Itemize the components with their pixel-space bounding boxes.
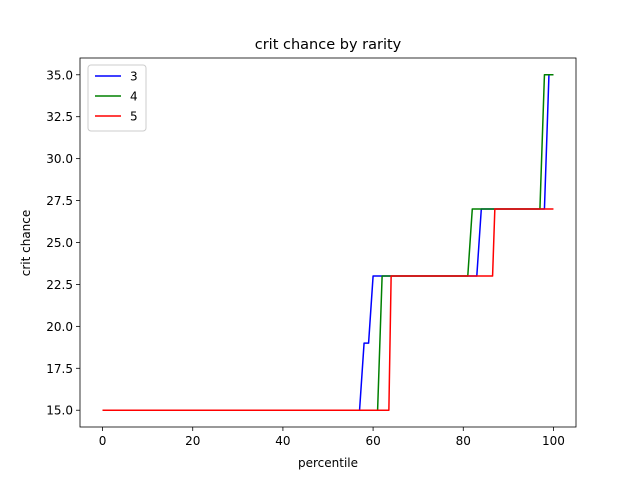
x-tick-label: 0 [99, 434, 107, 448]
chart-title: crit chance by rarity [255, 37, 402, 53]
x-tick-label: 40 [275, 434, 290, 448]
x-tick-label: 100 [542, 434, 565, 448]
legend-box [87, 64, 147, 132]
y-tick-label: 22.5 [46, 278, 73, 292]
x-axis: 0 20 40 60 80 100 [99, 427, 565, 448]
y-tick-label: 30.0 [46, 152, 73, 166]
y-tick-label: 15.0 [46, 404, 73, 418]
y-tick-label: 25.0 [46, 236, 73, 250]
series-line-4 [102, 74, 554, 411]
x-tick-label: 20 [185, 434, 200, 448]
x-tick-label: 60 [365, 434, 380, 448]
x-axis-label: percentile [298, 456, 358, 470]
x-tick-label: 80 [456, 434, 471, 448]
y-tick-label: 20.0 [46, 320, 73, 334]
y-tick-label: 17.5 [46, 362, 73, 376]
legend-label-3: 3 [130, 70, 138, 84]
legend: 3 4 5 [87, 64, 147, 132]
legend-label-5: 5 [130, 110, 138, 124]
y-tick-label: 35.0 [46, 68, 73, 82]
y-axis: 15.0 17.5 20.0 22.5 25.0 27.5 30.0 32.5 35.0 [46, 68, 80, 418]
legend-label-4: 4 [130, 90, 138, 104]
series-line-5 [102, 208, 554, 411]
y-axis-label: crit chance [19, 210, 33, 277]
y-tick-label: 32.5 [46, 110, 73, 124]
y-tick-label: 27.5 [46, 194, 73, 208]
